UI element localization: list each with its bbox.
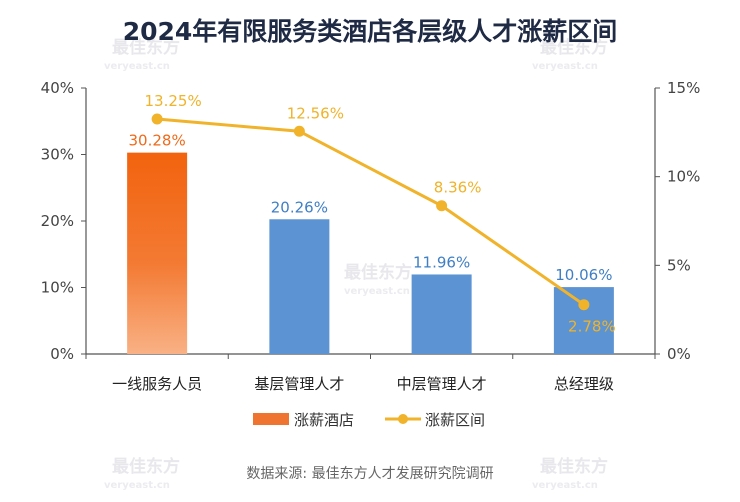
category-label-3: 中层管理人才	[397, 375, 487, 393]
right-tick-label: 15%	[667, 79, 700, 97]
bar-label-2: 20.26%	[271, 198, 328, 216]
watermark-brand: 最佳东方	[540, 456, 608, 477]
legend-line-marker	[398, 414, 408, 424]
legend: 涨薪酒店 涨薪区间	[253, 411, 485, 429]
bar-3	[411, 274, 472, 354]
bar-label-3: 11.96%	[413, 253, 470, 271]
category-label-1: 一线服务人员	[112, 375, 202, 393]
watermark-site: veryeast.cn	[104, 480, 170, 491]
data-source: 数据来源: 最佳东方人才发展研究院调研	[246, 466, 493, 482]
right-tick-label: 5%	[667, 256, 691, 274]
category-label-4: 总经理级	[554, 375, 614, 393]
line-data-labels: 13.25% 12.56% 8.36% 2.78%	[145, 92, 616, 336]
category-label-2: 基层管理人才	[254, 375, 344, 393]
watermark-site: veryeast.cn	[532, 61, 598, 72]
chart-title: 2024年有限服务类酒店各层级人才涨薪区间	[123, 17, 618, 46]
left-tick-label: 20%	[41, 212, 74, 230]
legend-bar-swatch	[253, 413, 289, 425]
right-axis-ticks: 0% 5% 10% 15%	[655, 79, 700, 363]
line-label-2: 12.56%	[287, 104, 344, 122]
left-tick-label: 30%	[41, 146, 74, 164]
line-point-2	[293, 125, 305, 137]
line-point-1	[151, 113, 163, 125]
watermark-site: veryeast.cn	[532, 480, 598, 491]
right-tick-label: 10%	[667, 168, 700, 186]
line-label-1: 13.25%	[145, 92, 202, 110]
line-point-3	[436, 200, 448, 212]
line-series	[151, 113, 590, 311]
line-point-4	[578, 299, 590, 311]
left-tick-label: 10%	[41, 279, 74, 297]
left-tick-label: 40%	[41, 79, 74, 97]
line-path	[156, 117, 585, 306]
watermark-brand: 最佳东方	[112, 456, 180, 477]
watermark-brand: 最佳东方	[344, 262, 412, 283]
watermark-site: veryeast.cn	[344, 286, 410, 297]
bar-2	[269, 219, 330, 354]
bar-4	[553, 287, 614, 354]
category-labels: 一线服务人员 基层管理人才 中层管理人才 总经理级	[85, 354, 656, 393]
watermark-site: veryeast.cn	[104, 61, 170, 72]
right-tick-label: 0%	[667, 345, 691, 363]
legend-line-label: 涨薪区间	[425, 411, 485, 429]
bar-data-labels: 30.28% 20.26% 11.96% 10.06%	[129, 132, 613, 284]
line-label-4: 2.78%	[568, 318, 616, 336]
left-axis-ticks: 0% 10% 20% 30% 40%	[41, 79, 86, 363]
left-tick-label: 0%	[50, 345, 74, 363]
bar-1	[127, 152, 188, 354]
watermark-brand: 最佳东方	[540, 37, 608, 58]
legend-bar-label: 涨薪酒店	[294, 411, 354, 429]
watermark-brand: 最佳东方	[112, 37, 180, 58]
bar-label-4: 10.06%	[555, 266, 612, 284]
bar-label-1: 30.28%	[129, 132, 186, 150]
bar-series	[127, 152, 614, 354]
line-label-3: 8.36%	[434, 179, 482, 197]
watermark-group: 最佳东方 veryeast.cn 最佳东方 veryeast.cn 最佳东方 v…	[104, 37, 608, 491]
